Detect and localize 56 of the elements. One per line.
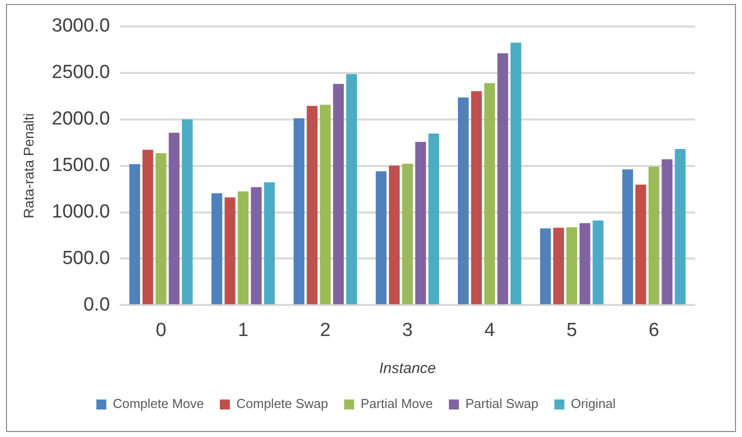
legend-label: Partial Swap: [465, 396, 538, 412]
x-tick-label: 6: [648, 320, 660, 341]
x-tick-label: 5: [566, 320, 578, 341]
bar: [320, 104, 331, 304]
legend-label: Complete Move: [112, 396, 204, 412]
bar: [168, 132, 180, 304]
y-tick-label: 1000.0: [52, 202, 110, 222]
bar: [142, 150, 154, 304]
bar: [540, 228, 551, 304]
y-tick-label: 1500.0: [52, 155, 110, 176]
bar: [388, 166, 400, 304]
bar: [510, 42, 522, 304]
x-axis-title: Instance: [379, 360, 436, 378]
bar: [156, 153, 166, 304]
y-tick-label: 2000.0: [52, 108, 110, 130]
bar: [333, 84, 344, 304]
x-tick-label: 3: [402, 320, 413, 341]
bar: [566, 227, 578, 304]
bar: [622, 169, 634, 304]
y-tick-label: 2500.0: [52, 62, 110, 84]
bar: [635, 184, 646, 304]
bar: [497, 53, 508, 304]
y-tick-label: 3000.0: [52, 16, 110, 37]
bar: [211, 193, 222, 304]
x-tick-label: 1: [238, 320, 248, 341]
y-tick-label: 0.0: [83, 294, 110, 316]
x-tick-label: 0: [156, 320, 166, 341]
x-tick-label: 2: [320, 320, 331, 341]
bar: [224, 197, 236, 304]
bar: [592, 220, 604, 304]
bar: [294, 118, 304, 304]
x-tick-label: 4: [484, 320, 496, 341]
bar: [648, 166, 660, 304]
bar: [129, 164, 140, 304]
legend-label: Partial Move: [360, 396, 433, 412]
bar: [674, 148, 686, 304]
bar: [415, 142, 426, 304]
y-axis-title: Rata-rata Penalti: [20, 113, 36, 218]
bar: [250, 187, 262, 304]
legend-label: Original: [570, 396, 616, 412]
legend-label: Complete Swap: [236, 396, 328, 412]
y-tick-label: 500.0: [62, 248, 110, 269]
bar: [458, 97, 469, 304]
bar: [662, 159, 672, 304]
bar: [484, 83, 495, 304]
bar: [238, 191, 249, 304]
bar: [428, 133, 440, 304]
bar: [264, 182, 275, 304]
bar: [376, 171, 387, 304]
bar: [553, 228, 564, 304]
bar: [402, 164, 413, 304]
bar: [182, 119, 193, 304]
bar: [580, 223, 590, 304]
bar: [306, 106, 318, 304]
bar: [346, 74, 357, 304]
bar: [471, 91, 482, 304]
